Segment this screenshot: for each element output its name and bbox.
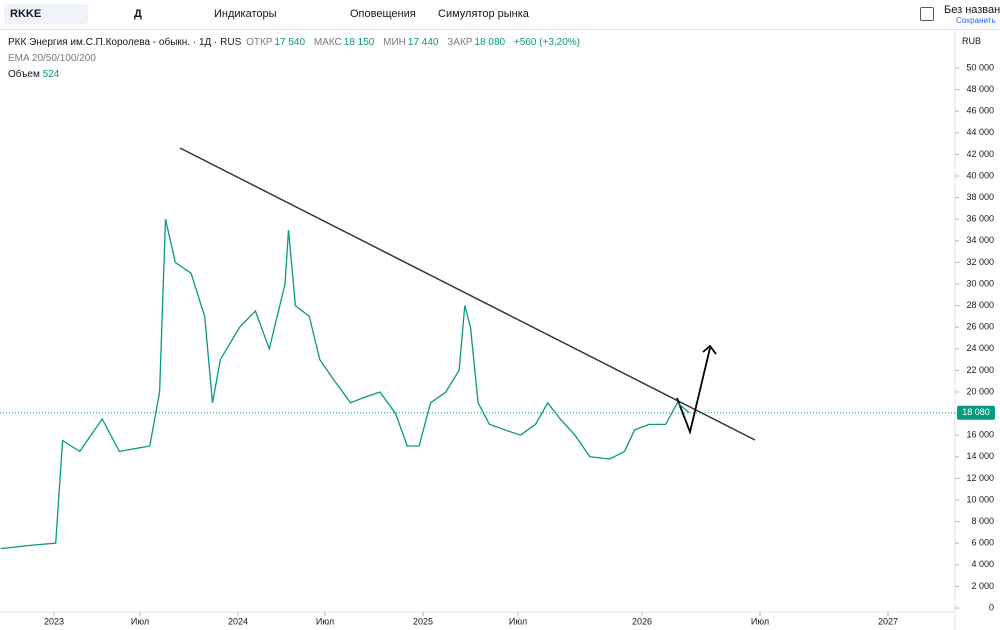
legend: РКК Энергия им.С.П.Королева - обыкн. · 1…: [8, 35, 586, 83]
x-tick-label: Июл: [751, 616, 769, 626]
value: 17 440: [407, 37, 439, 48]
label: Объем: [8, 69, 40, 80]
ema: EMA 20/50/100/200: [8, 53, 96, 64]
y-tick-label: 16 000: [966, 430, 994, 440]
currency[interactable]: RUB: [962, 36, 982, 46]
toolbar: RKKE Д Индикаторы Оповещения Симулятор р…: [0, 0, 1000, 30]
y-tick-label: 50 000: [966, 62, 994, 72]
indicators[interactable]: Индикаторы: [214, 8, 277, 20]
y-tick-label: 24 000: [966, 343, 994, 353]
arrow-head: [702, 344, 717, 355]
y-tick-label: 46 000: [966, 106, 994, 116]
y-tick-label: 2 000: [971, 581, 994, 591]
replay[interactable]: Симулятор рынка: [438, 8, 529, 20]
value: 18 150: [343, 37, 375, 48]
checkbox[interactable]: [920, 7, 934, 21]
x-tick-label: 2026: [632, 616, 652, 626]
x-tick-label: Июл: [131, 616, 149, 626]
y-tick-label: 28 000: [966, 300, 994, 310]
forecast-arrow: [676, 347, 711, 436]
y-tick-label: 42 000: [966, 149, 994, 159]
chart: 0 2 000 4 000 6 000 8 000 10 000 12 000 14 000 1…: [0, 30, 995, 630]
x-tick-label: 2024: [228, 616, 248, 626]
alerts[interactable]: Оповещения: [350, 8, 416, 20]
layout-name[interactable]: Без названия: [944, 4, 1000, 16]
y-tick-label: 10 000: [966, 494, 994, 504]
last-price-label: 18 080: [962, 407, 990, 417]
y-tick-label: 32 000: [966, 257, 994, 267]
x-tick-label: 2025: [413, 616, 433, 626]
interval[interactable]: Д: [134, 8, 142, 20]
value: 17 540: [274, 37, 306, 48]
y-tick-label: 26 000: [966, 322, 994, 332]
x-tick-label: Июл: [509, 616, 527, 626]
y-tick-label: 30 000: [966, 278, 994, 288]
y-tick-label: 34 000: [966, 235, 994, 245]
price-line: [0, 219, 690, 550]
label: МИН: [383, 37, 406, 48]
label: МАКС: [313, 37, 342, 48]
y-tick-label: 36 000: [966, 214, 994, 224]
label: ЗАКР: [447, 37, 473, 48]
x-tick-label: 2023: [44, 616, 64, 626]
y-tick-label: 40 000: [966, 170, 994, 180]
y-tick-label: 20 000: [966, 386, 994, 396]
y-tick-label: 8 000: [971, 516, 994, 526]
y-tick-label: 12 000: [966, 473, 994, 483]
label: ОТКР: [246, 37, 273, 48]
value: 524: [42, 69, 60, 80]
y-tick-label: 14 000: [966, 451, 994, 461]
y-tick-label: 4 000: [971, 559, 994, 569]
y-tick-label: 22 000: [966, 365, 994, 375]
x-tick-label: Июл: [316, 616, 334, 626]
last-price-tag: [957, 405, 995, 420]
value: 18 080: [474, 37, 506, 48]
y-tick-label: 0: [989, 602, 994, 612]
change: +560 (+3,20%): [513, 37, 581, 48]
title: РКК Энергия им.С.П.Королева - обыкн. · 1…: [8, 37, 242, 48]
save[interactable]: Сохранить: [956, 16, 996, 25]
trend-line: [179, 147, 756, 441]
x-tick-label: 2027: [878, 616, 898, 626]
y-tick-label: 38 000: [966, 192, 994, 202]
y-tick-label: 44 000: [966, 127, 994, 137]
y-tick-label: 6 000: [971, 538, 994, 548]
y-tick-label: 48 000: [966, 84, 994, 94]
symbol-search[interactable]: RKKE: [4, 4, 88, 24]
